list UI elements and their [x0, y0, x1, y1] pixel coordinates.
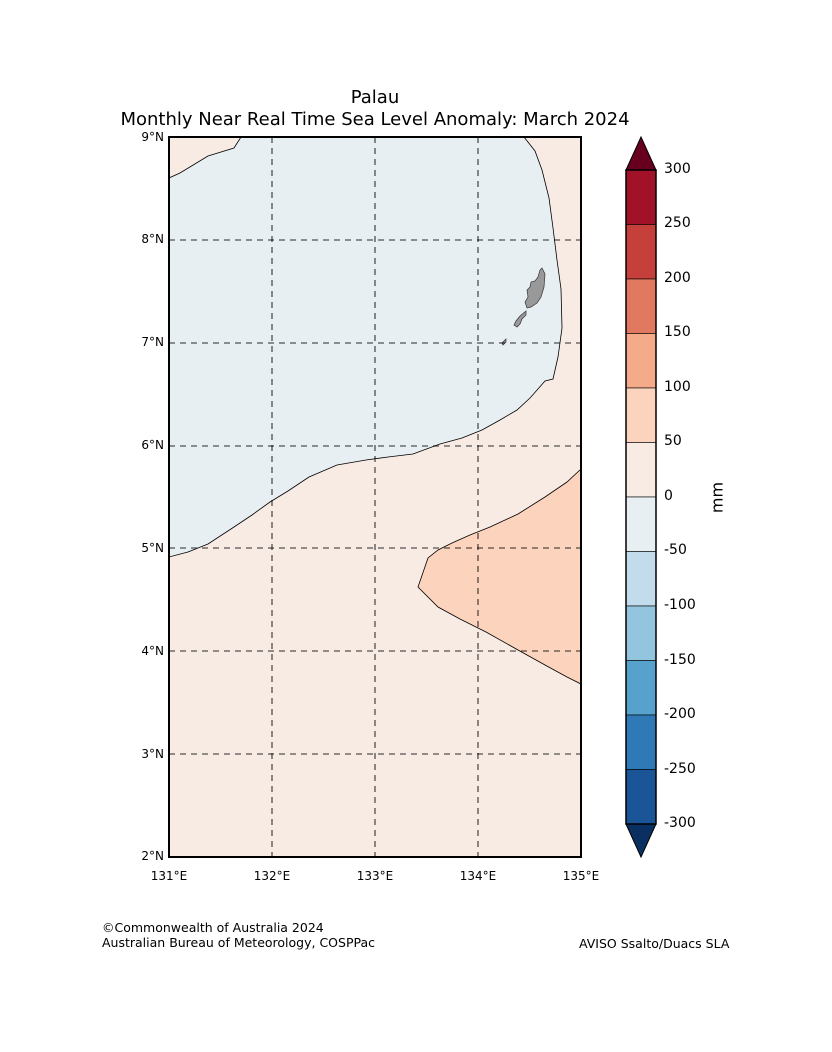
- gridlines: [169, 137, 581, 857]
- lat-tick-2n: 2°N: [141, 849, 164, 863]
- colorbar-segment: [625, 333, 657, 389]
- colorbar-segment: [625, 769, 657, 825]
- colorbar-segment: [625, 278, 657, 334]
- colorbar-extend-max: [625, 135, 657, 171]
- map-frame: [168, 136, 582, 858]
- colorbar-segment: [625, 442, 657, 498]
- colorbar-tick: 100: [664, 379, 691, 395]
- colorbar-tick: -100: [664, 597, 696, 613]
- colorbar-tick: -50: [664, 542, 687, 558]
- colorbar-segment: [625, 496, 657, 552]
- lat-tick-7n: 7°N: [141, 335, 164, 349]
- colorbar-tick: 250: [664, 215, 691, 231]
- colorbar-tick: -150: [664, 652, 696, 668]
- palau-island-small: [513, 310, 527, 328]
- colorbar-segment: [625, 387, 657, 443]
- lon-tick-133e: 133°E: [356, 869, 394, 883]
- colorbar-tick: 150: [664, 324, 691, 340]
- lon-tick-134e: 134°E: [459, 869, 497, 883]
- high-anomaly-zone: [417, 468, 581, 685]
- colorbar-segment: [625, 714, 657, 770]
- colorbar-tick: -300: [664, 815, 696, 831]
- map-title: Palau: [350, 87, 400, 108]
- lat-tick-9n: 9°N: [141, 130, 164, 144]
- colorbar-segment: [625, 551, 657, 607]
- colorbar-tick: 300: [664, 161, 691, 177]
- negative-anomaly-zone: [169, 137, 563, 558]
- colorbar-tick: 200: [664, 270, 691, 286]
- palau-island: [524, 267, 546, 309]
- colorbar-segment: [625, 169, 657, 225]
- lat-tick-4n: 4°N: [141, 644, 164, 658]
- copyright-text: ©Commonwealth of Australia 2024: [102, 920, 324, 935]
- lat-tick-5n: 5°N: [141, 541, 164, 555]
- lat-tick-6n: 6°N: [141, 438, 164, 452]
- colorbar-tick: -200: [664, 706, 696, 722]
- colorbar-extend-min: [625, 823, 657, 859]
- colorbar-frame: [625, 169, 657, 825]
- colorbar-tick: -250: [664, 761, 696, 777]
- lon-tick-132e: 132°E: [253, 869, 291, 883]
- lat-tick-8n: 8°N: [141, 232, 164, 246]
- lat-tick-3n: 3°N: [141, 747, 164, 761]
- colorbar-segment: [625, 605, 657, 661]
- colorbar: [625, 135, 657, 859]
- colorbar-unit-label: mm: [707, 481, 727, 514]
- colorbar-tick: 50: [664, 433, 682, 449]
- bureau-credit: Australian Bureau of Meteorology, COSPPa…: [102, 935, 375, 950]
- colorbar-segment: [625, 224, 657, 280]
- lon-tick-135e: 135°E: [562, 869, 600, 883]
- colorbar-segment: [625, 660, 657, 716]
- map-subtitle: Monthly Near Real Time Sea Level Anomaly…: [120, 109, 630, 130]
- lon-tick-131e: 131°E: [150, 869, 188, 883]
- data-source-credit: AVISO Ssalto/Duacs SLA: [579, 936, 730, 951]
- colorbar-tick: 0: [664, 488, 673, 504]
